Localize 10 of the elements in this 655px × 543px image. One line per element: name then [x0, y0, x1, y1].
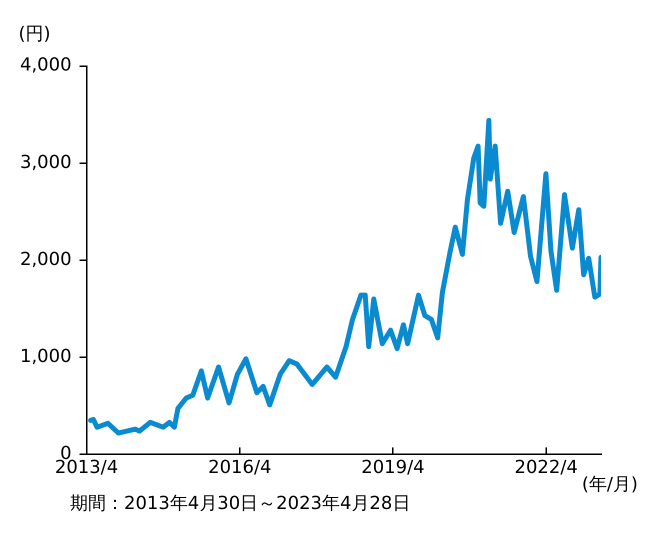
- y-tick-label: 4,000: [20, 54, 72, 76]
- text: 期間：2013年4月30日～2023年4月28日: [70, 493, 410, 514]
- y-tick-label: 3,000: [20, 152, 72, 173]
- y-tick-label: 1,000: [20, 346, 72, 367]
- x-tick-label: 2019/4: [361, 456, 425, 478]
- x-tick-label: 2022/4: [514, 456, 578, 478]
- y-axis-title: (円): [18, 24, 51, 45]
- x-tick-label: 2016/4: [208, 456, 272, 478]
- y-tick-label: 2,000: [20, 248, 72, 270]
- x-axis-title: (年/月): [582, 474, 638, 496]
